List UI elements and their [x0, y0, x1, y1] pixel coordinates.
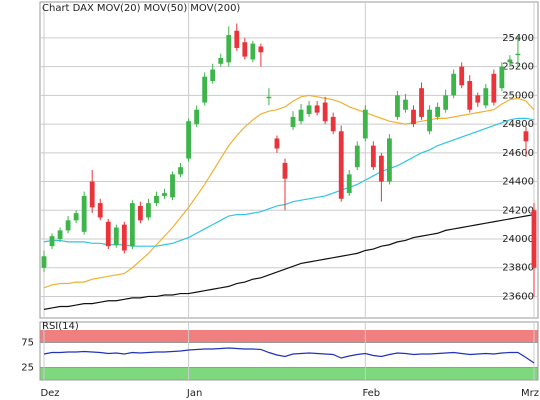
candle-body — [242, 42, 248, 57]
candle-body — [322, 102, 328, 122]
candle-body — [411, 109, 416, 125]
rsi-upper-band — [40, 330, 538, 343]
candle-body — [395, 95, 400, 117]
ma-line — [43, 213, 535, 310]
candle-body — [146, 203, 151, 218]
candle-body — [387, 138, 392, 182]
candle-body — [194, 109, 200, 125]
x-tick-label: Feb — [362, 388, 380, 399]
y-tick-label: 24800 — [502, 119, 534, 130]
candle-body — [49, 236, 55, 247]
y-tick-label: 25200 — [502, 62, 534, 73]
ma-line — [43, 94, 535, 289]
candle-body — [57, 230, 63, 239]
candle-body — [435, 106, 441, 117]
candle-body — [443, 95, 449, 110]
candle-body — [475, 95, 481, 103]
legend-entry: Chart DAX — [42, 3, 94, 14]
candle-body — [314, 105, 320, 113]
candle-body — [362, 109, 368, 139]
candle-body — [137, 205, 143, 221]
candle-body — [210, 69, 216, 81]
candle-body — [250, 43, 256, 60]
candle-body — [258, 46, 264, 53]
candle-body — [419, 88, 424, 117]
candle-body — [330, 116, 336, 132]
candle-body — [113, 227, 119, 245]
candle-body — [266, 96, 272, 99]
candle-body — [427, 109, 432, 132]
legend-entry: MOV(200) — [190, 3, 240, 14]
candle-body — [234, 30, 240, 48]
rsi-line — [43, 347, 535, 364]
candle-body — [65, 220, 71, 231]
plot-area — [39, 1, 539, 319]
candle-body — [459, 66, 465, 86]
candle-body — [483, 88, 489, 106]
candle-body — [491, 73, 497, 103]
candle-body — [73, 213, 79, 221]
candle-body — [170, 174, 175, 198]
candle-body — [121, 224, 127, 251]
candle-body — [282, 162, 288, 179]
y-tick-label: 24200 — [502, 205, 534, 216]
rsi-area — [39, 321, 539, 381]
candle-body — [499, 66, 505, 89]
x-tick-label: Dez — [40, 388, 59, 399]
candle-body — [218, 58, 224, 64]
rsi-lower-band — [40, 367, 538, 380]
y-tick-label: 24400 — [502, 177, 534, 188]
rsi-title: RSI(14) — [42, 321, 79, 332]
candle-body — [154, 195, 159, 204]
candle-body — [403, 99, 408, 110]
rsi-tick-label: 75 — [21, 338, 34, 349]
candle-body — [97, 203, 103, 218]
candle-body — [226, 35, 232, 63]
candle-body — [507, 59, 513, 63]
candle-body — [105, 221, 111, 247]
y-tick-label: 24600 — [502, 148, 534, 159]
candle-body — [202, 76, 208, 103]
candle-body — [346, 174, 352, 194]
candle-body — [298, 109, 304, 122]
legend-entry: MOV(50) — [144, 3, 188, 14]
candle-body — [338, 131, 344, 199]
candle-body — [274, 138, 280, 149]
candle-body — [178, 167, 183, 175]
candle-body — [531, 210, 537, 268]
y-tick-label: 25000 — [502, 90, 534, 101]
candle-body — [162, 193, 167, 196]
candle-body — [451, 73, 457, 96]
candle-body — [354, 145, 360, 168]
candle-body — [41, 256, 47, 268]
candle-body — [129, 203, 135, 247]
candle-body — [306, 105, 312, 115]
x-tick-label: Jan — [186, 388, 202, 399]
legend-entry: MOV(20) — [97, 3, 141, 14]
candle-body — [370, 145, 376, 168]
candle-body — [378, 155, 384, 182]
y-tick-label: 24000 — [502, 234, 534, 245]
y-tick-label: 23600 — [502, 291, 534, 302]
x-tick-label: Mrz — [521, 388, 539, 399]
y-tick-label: 23800 — [502, 263, 534, 274]
candle-body — [89, 181, 95, 208]
candle-body — [523, 131, 529, 142]
candle-body — [290, 116, 296, 127]
candle-body — [515, 53, 521, 56]
candle-body — [467, 81, 473, 110]
candle-body — [81, 195, 87, 232]
rsi-tick-label: 25 — [21, 363, 34, 374]
candle-body — [186, 121, 191, 159]
